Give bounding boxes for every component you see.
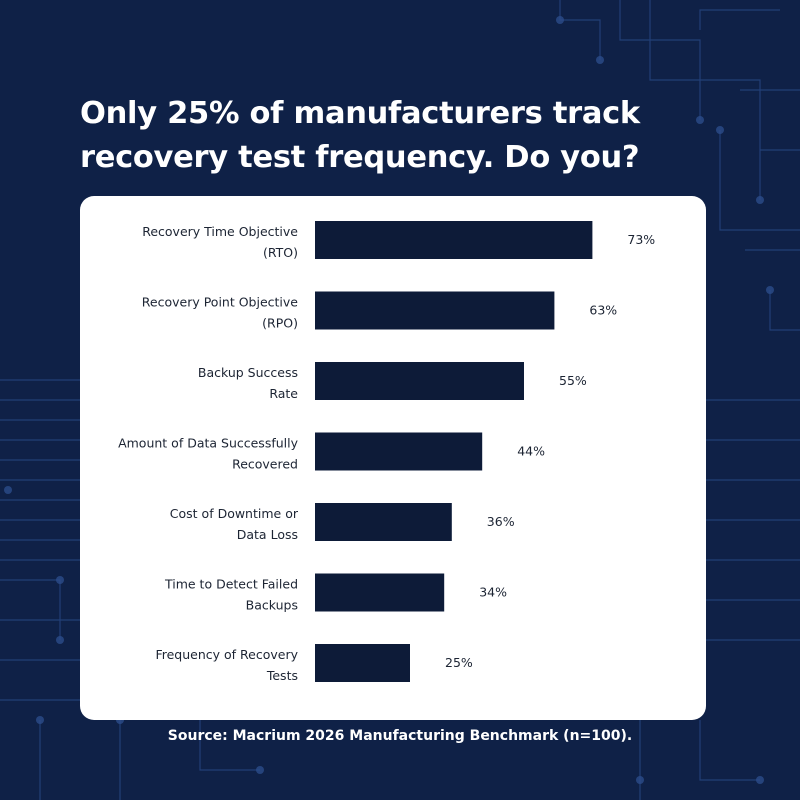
category-label-6-line-0: Frequency of Recovery (155, 647, 298, 662)
category-label-6-line-1: Tests (266, 668, 298, 683)
data-label-5: 34% (479, 585, 507, 600)
title-line-2: recovery test frequency. Do you? (80, 140, 640, 175)
category-label-0-line-1: (RTO) (263, 245, 298, 260)
title-line-1: Only 25% of manufacturers track (80, 96, 640, 131)
category-label-5-line-0: Time to Detect Failed (164, 577, 298, 592)
category-label-0-line-0: Recovery Time Objective (142, 224, 298, 239)
data-label-2: 55% (559, 373, 587, 388)
page-title: Only 25% of manufacturers track recovery… (80, 92, 740, 180)
data-label-3: 44% (517, 444, 545, 459)
bar-1 (315, 291, 555, 330)
bar-0 (315, 221, 593, 259)
category-label-2-line-1: Rate (269, 386, 298, 401)
bar-chart: 73% Recovery Time Objective (RTO) 63% Recove… (118, 221, 655, 683)
category-label-1-line-0: Recovery Point Objective (142, 295, 299, 310)
data-label-6: 25% (445, 655, 473, 670)
category-label-2-line-0: Backup Success (198, 365, 298, 380)
data-label-4: 36% (487, 514, 515, 529)
bar-6 (315, 644, 410, 682)
bar-2 (315, 362, 524, 400)
category-label-4-line-0: Cost of Downtime or (170, 506, 299, 521)
data-label-1: 63% (589, 303, 617, 318)
bar-5 (315, 573, 445, 612)
data-label-0: 73% (627, 232, 655, 247)
chart-card: 73% Recovery Time Objective (RTO) 63% Recove… (80, 196, 706, 720)
category-label-1-line-1: (RPO) (262, 316, 298, 331)
category-label-3-line-0: Amount of Data Successfully (118, 436, 299, 451)
category-label-5-line-1: Backups (246, 598, 298, 613)
category-label-3-line-1: Recovered (232, 457, 298, 472)
source-note: Source: Macrium 2026 Manufacturing Bench… (167, 728, 633, 744)
bar-3 (315, 432, 483, 471)
category-label-4-line-1: Data Loss (237, 527, 298, 542)
bar-4 (315, 503, 452, 541)
